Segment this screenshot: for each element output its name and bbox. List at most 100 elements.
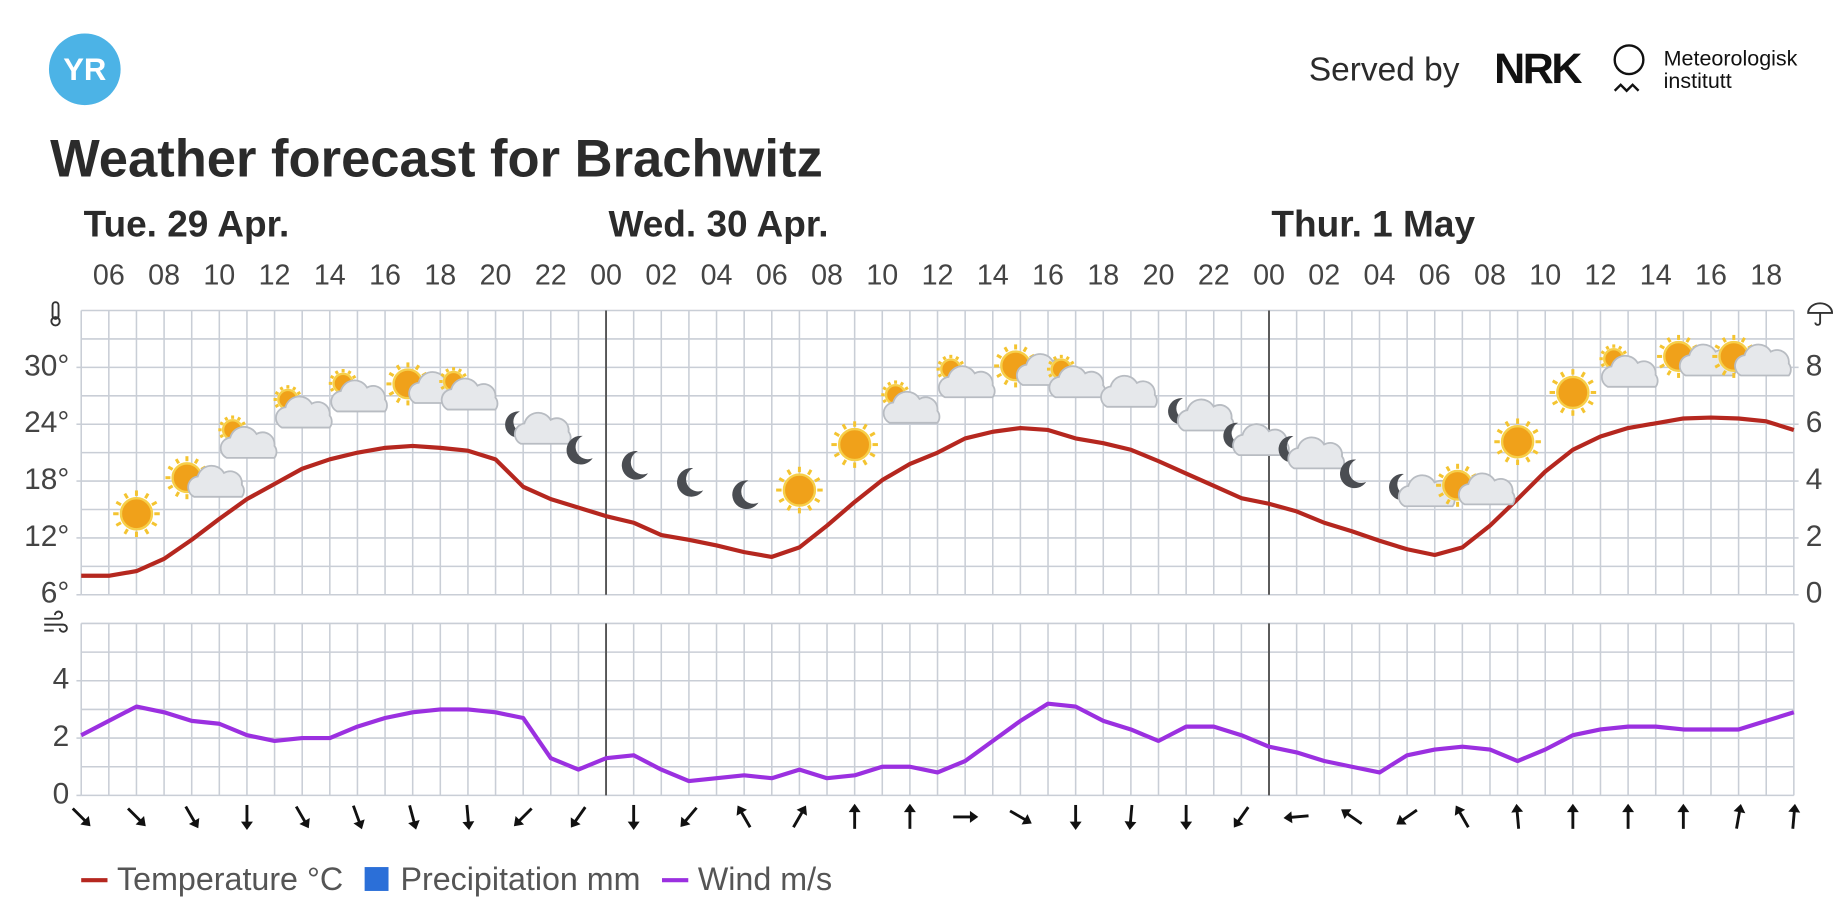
wind-arrow — [71, 807, 91, 827]
sun-ray — [151, 500, 158, 507]
hour-label: 00 — [590, 260, 622, 292]
arrow-head — [736, 805, 747, 816]
wind-arrow — [1566, 803, 1579, 829]
sun-ray — [786, 504, 792, 511]
arrow-head — [1511, 803, 1524, 813]
sun-ray — [814, 497, 821, 504]
hour-label: 10 — [1529, 260, 1561, 292]
sun-ray — [786, 469, 792, 476]
met-logo — [1613, 44, 1645, 76]
sun-ray — [395, 364, 401, 371]
arrow-head — [1396, 814, 1407, 825]
sun-ray — [1532, 449, 1539, 455]
wind-arrow — [736, 805, 752, 828]
sun-ray — [440, 385, 445, 390]
wind-arrow — [127, 807, 146, 827]
sun-ray — [334, 370, 339, 375]
hour-label: 22 — [1198, 260, 1230, 292]
sun-ray — [1003, 379, 1009, 386]
hour-label: 12 — [1585, 260, 1617, 292]
sun-ray — [887, 381, 892, 386]
hour-label: 12 — [922, 260, 954, 292]
y-tick-label: 18° — [24, 463, 69, 496]
hour-label: 14 — [1640, 260, 1672, 292]
sun-ray — [1622, 350, 1627, 355]
arrow-head — [188, 818, 200, 829]
sun-ray — [174, 491, 180, 498]
hour-label: 02 — [645, 260, 677, 292]
sun-ray — [236, 416, 242, 422]
hour-label: 10 — [866, 260, 898, 292]
sun-ray — [1666, 337, 1672, 343]
series-line — [80, 701, 1795, 784]
cloud — [513, 411, 572, 445]
sun-ray — [388, 371, 395, 377]
sun-ray — [144, 528, 150, 535]
sun-ray — [1551, 400, 1559, 406]
cloud — [219, 425, 278, 459]
sun-ray — [862, 459, 868, 466]
wind-arrow — [1396, 808, 1418, 825]
weather-symbol — [1278, 436, 1345, 470]
arrow-head — [1180, 821, 1193, 831]
sun-ray — [869, 452, 876, 458]
sun-ray — [841, 423, 848, 430]
cloud — [275, 395, 333, 429]
hour-label: 06 — [93, 260, 125, 292]
hour-label: 22 — [535, 260, 567, 292]
weather-symbol — [621, 450, 649, 480]
moon — [621, 450, 649, 480]
hour-label: 14 — [977, 260, 1009, 292]
sun-ray — [833, 431, 840, 437]
legend-label: Precipitation mm — [400, 861, 640, 897]
sun-ray — [882, 386, 887, 391]
sun-ray — [1600, 362, 1606, 368]
wind-arrow — [953, 810, 979, 823]
sun-ray — [899, 381, 905, 386]
sun-ray — [414, 364, 420, 371]
sun-ray — [996, 372, 1003, 378]
met-waves — [1613, 83, 1640, 93]
y-tick-label: 6° — [41, 577, 70, 610]
sun — [837, 427, 872, 462]
served-by: Served by — [1309, 51, 1460, 88]
arrow-head — [1622, 803, 1635, 813]
y-tick-label: 12° — [24, 520, 69, 553]
moon — [1278, 436, 1303, 463]
sun-ray — [937, 373, 943, 378]
hour-label: 18 — [1087, 260, 1119, 292]
cloud — [187, 464, 245, 498]
sun-ray — [388, 390, 395, 396]
sun — [1556, 375, 1590, 410]
hour-label: 04 — [701, 260, 733, 292]
sun-ray — [814, 477, 821, 483]
sun-ray — [1504, 420, 1510, 428]
wind-arrow — [1454, 805, 1470, 828]
wind-arrow — [903, 803, 916, 829]
sun-ray — [1445, 465, 1451, 472]
y-tick-label: 24° — [24, 406, 69, 439]
sun-ray — [1559, 371, 1566, 378]
sun-ray — [1600, 350, 1606, 355]
sun-ray — [1065, 356, 1070, 361]
sun-ray — [869, 431, 876, 437]
arrow-head — [299, 818, 310, 829]
arrow-head — [1069, 821, 1082, 831]
wind-arrow — [1677, 803, 1690, 829]
cloud — [1048, 365, 1107, 399]
sun-ray — [807, 504, 813, 511]
sun-ray — [274, 391, 280, 396]
wind-icon — [44, 610, 68, 633]
sun-ray — [123, 492, 129, 500]
moon — [505, 411, 530, 438]
weather-symbol — [439, 367, 499, 411]
arrow-head — [1124, 821, 1137, 830]
sun-ray — [1003, 346, 1009, 353]
weather-symbol — [1599, 344, 1659, 388]
wind-arrow — [1283, 811, 1309, 824]
y2-tick-label: 0 — [1806, 577, 1823, 610]
sun-ray — [904, 386, 909, 391]
sun-ray — [279, 386, 284, 391]
sun-ray — [1551, 379, 1559, 385]
sun — [782, 473, 817, 507]
